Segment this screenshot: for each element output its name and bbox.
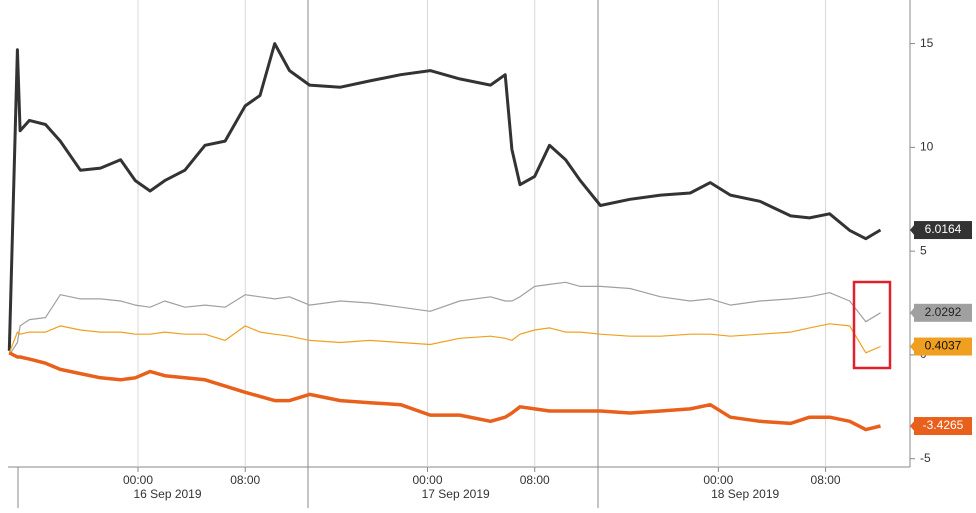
x-tick-label: 08:00 (811, 473, 841, 487)
highlight-box (852, 280, 892, 370)
date-label: 17 Sep 2019 (422, 487, 490, 501)
x-tick-label: 08:00 (230, 473, 260, 487)
last-value-tag (914, 221, 972, 240)
date-label: 16 Sep 2019 (133, 487, 201, 501)
last-value-label: 2.0292 (925, 305, 962, 319)
x-tick-label: 08:00 (520, 473, 550, 487)
last-value-label: 0.4037 (925, 339, 962, 353)
x-tick-label: 00:00 (412, 473, 442, 487)
y-tick-label: 15 (920, 36, 934, 50)
last-value-label: 6.0164 (925, 222, 962, 236)
last-value-pointer (910, 224, 915, 237)
last-value-tag (914, 303, 972, 322)
last-value-pointer (910, 340, 915, 353)
date-label: 18 Sep 2019 (711, 487, 779, 501)
x-tick-label: 00:00 (123, 473, 153, 487)
x-tick-label: 00:00 (703, 473, 733, 487)
last-value-tag (914, 417, 972, 436)
series-line (8, 281, 881, 356)
series-line (7, 42, 882, 351)
last-value-pointer (910, 306, 915, 319)
series-line (8, 323, 881, 354)
y-tick-label: 5 (920, 243, 927, 257)
last-value-tag (914, 337, 972, 356)
y-tick-label: -5 (920, 451, 931, 465)
y-tick-label: 10 (920, 140, 934, 154)
series-line (8, 351, 881, 432)
last-value-pointer (910, 420, 915, 433)
last-value-label: -3.4265 (923, 418, 964, 432)
